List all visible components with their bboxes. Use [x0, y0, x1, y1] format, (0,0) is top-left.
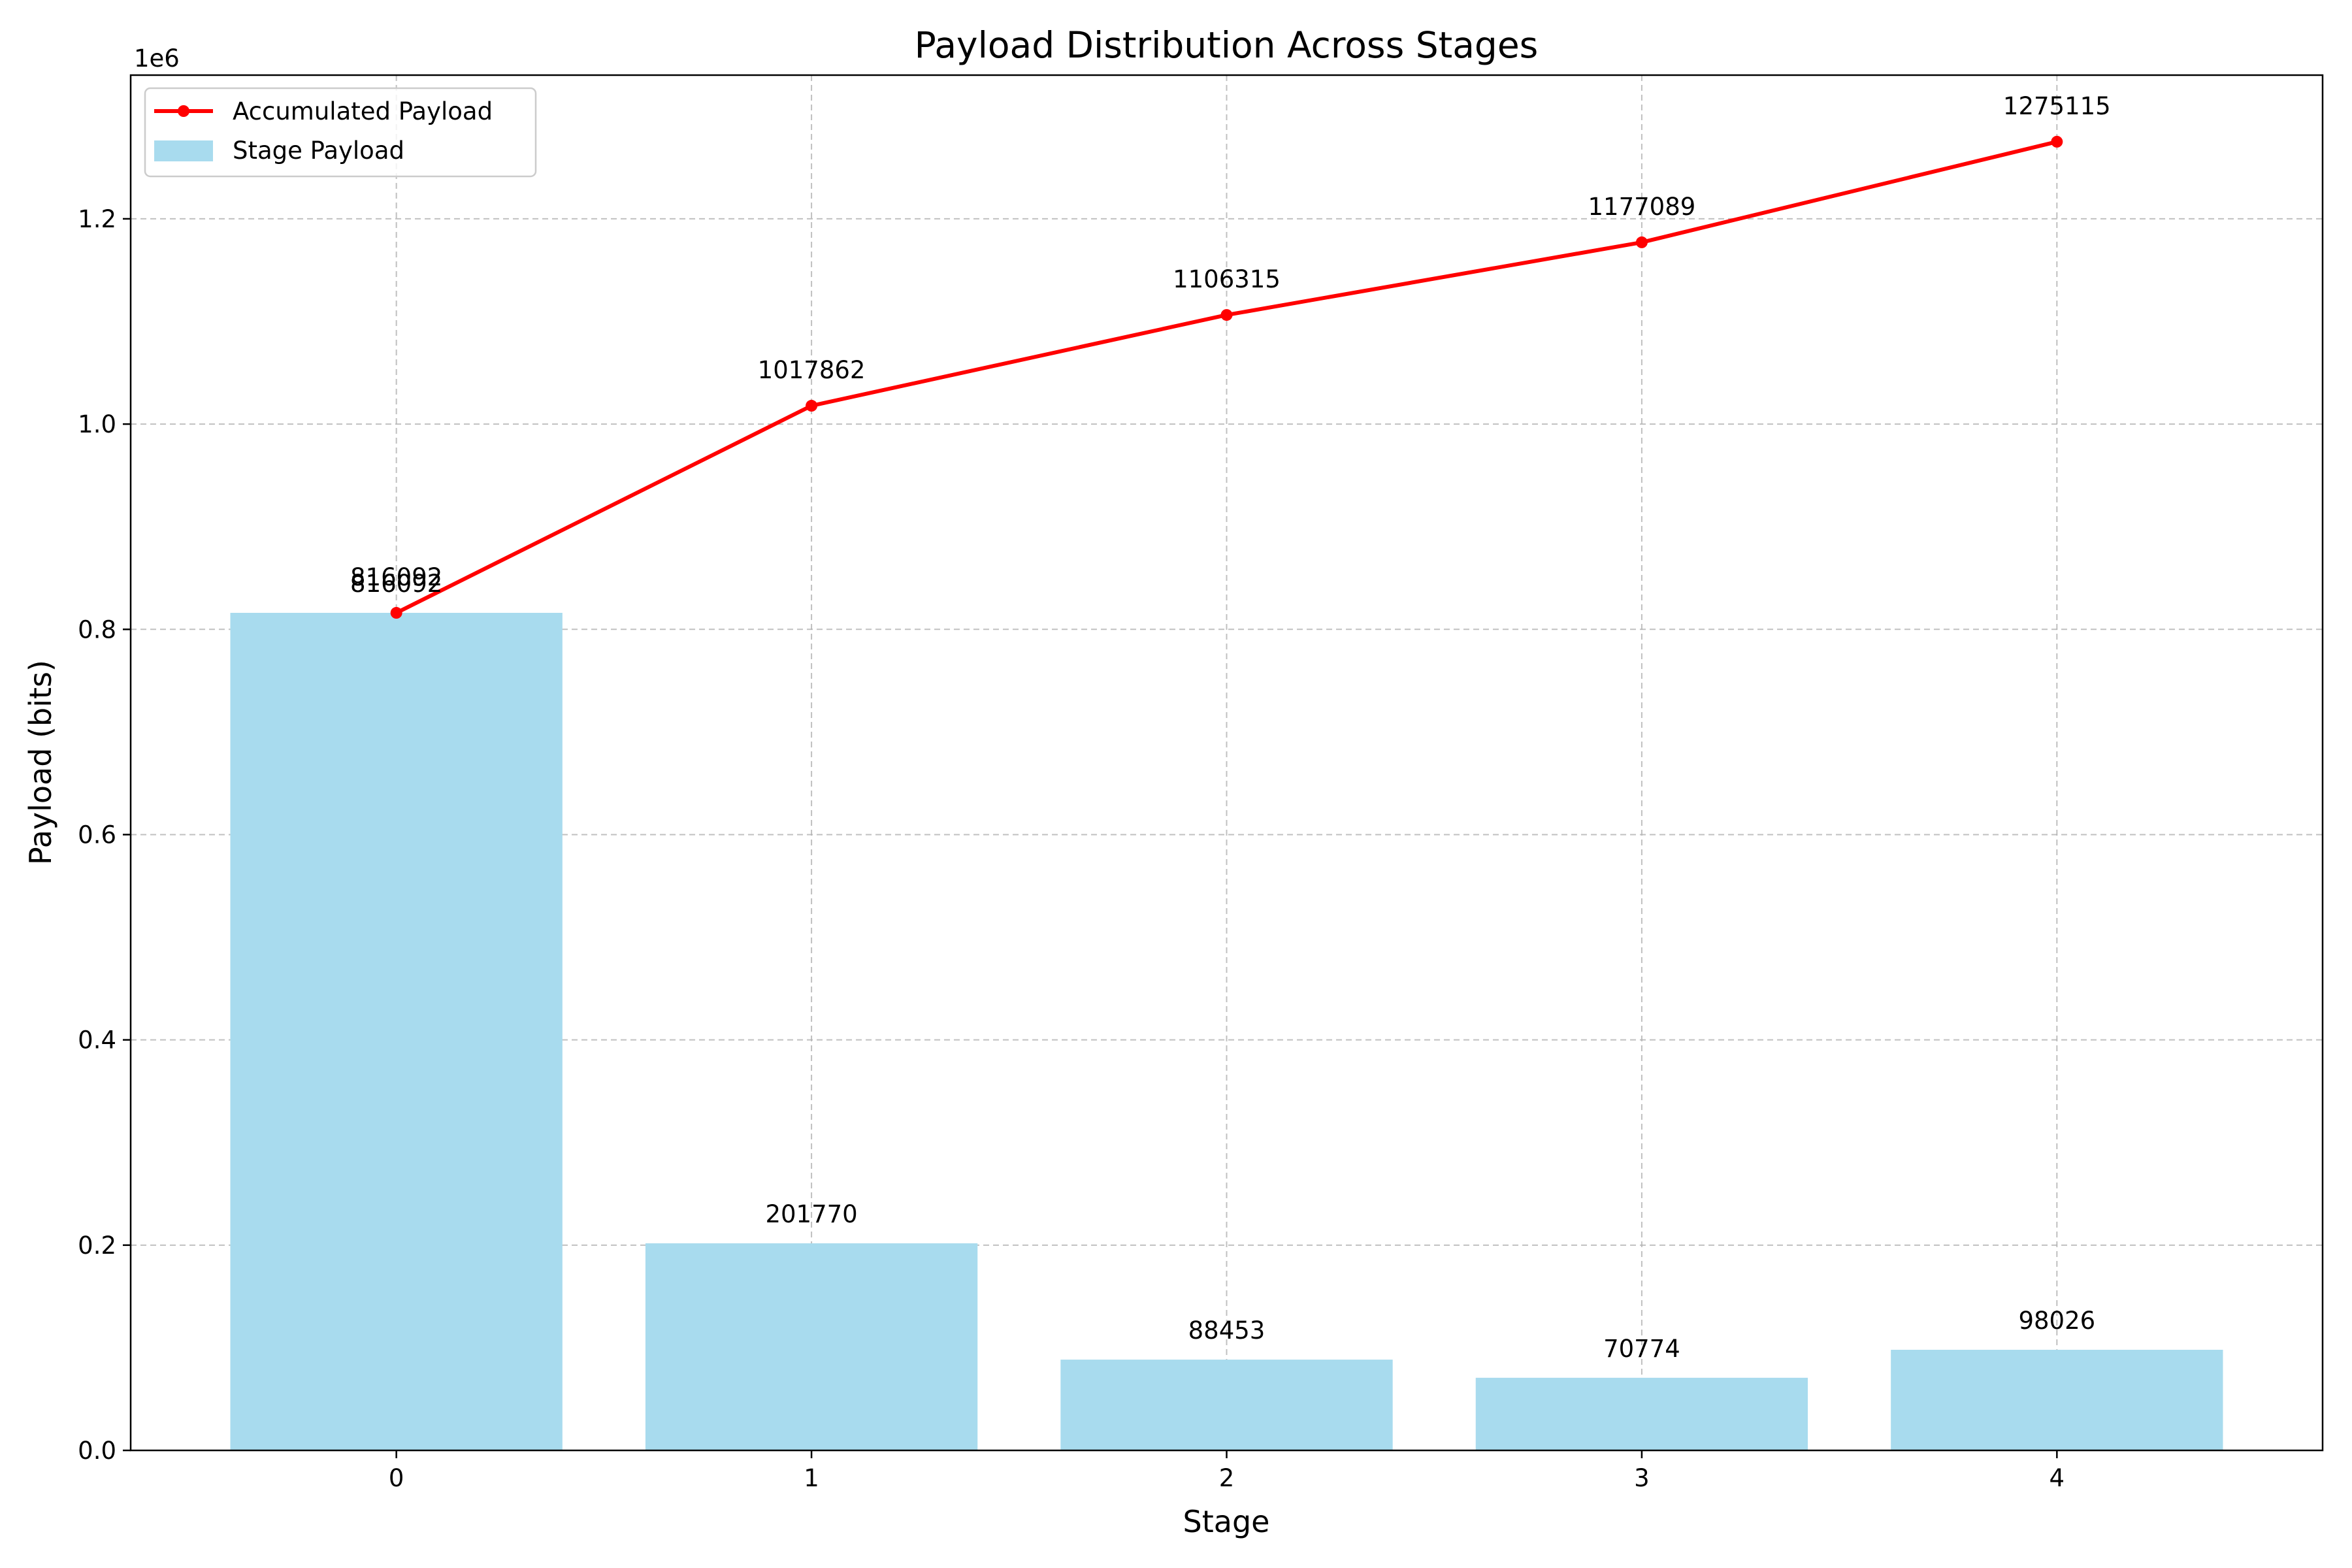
bar-value-label: 88453 [1188, 1316, 1266, 1345]
bar-layer [230, 613, 2223, 1450]
legend-line-marker [178, 105, 189, 117]
y-tick-label: 1.0 [78, 410, 116, 438]
legend-entry-stage: Stage Payload [233, 137, 404, 165]
bar-stage-2 [1060, 1360, 1393, 1450]
y-tick-label: 0.6 [78, 821, 116, 849]
y-axis-offset-label: 1e6 [134, 44, 180, 73]
x-axis-title: Stage [1183, 1504, 1270, 1539]
bar-value-label: 70774 [1603, 1335, 1680, 1363]
chart-title: Payload Distribution Across Stages [915, 24, 1539, 66]
accumulated-value-label: 1275115 [2003, 92, 2111, 120]
legend-bar-swatch [154, 140, 213, 161]
y-tick-label: 0.4 [78, 1026, 116, 1054]
accumulated-point [2051, 135, 2063, 148]
accumulated-point [1220, 309, 1233, 321]
line-layer [390, 135, 2063, 619]
accumulated-point [806, 400, 818, 412]
bar-value-label: 816092 [350, 570, 442, 598]
x-tick-label: 3 [1634, 1464, 1650, 1492]
bar-stage-3 [1475, 1377, 1808, 1450]
y-tick-label: 0.8 [78, 615, 116, 644]
accumulated-value-label: 1177089 [1588, 193, 1696, 221]
x-tick-label: 4 [2050, 1464, 2065, 1492]
legend-box [144, 87, 537, 178]
y-axis-title: Payload (bits) [23, 660, 58, 865]
bar-stage-1 [645, 1243, 978, 1450]
accumulated-value-label: 1106315 [1173, 265, 1281, 293]
x-tick-label: 1 [804, 1464, 819, 1492]
bar-value-label: 201770 [765, 1200, 857, 1228]
legend-entry-accumulated: Accumulated Payload [233, 97, 493, 125]
bar-stage-4 [1891, 1350, 2223, 1450]
data-label-layer: 816092 201770 88453 70774 98026 816092 1017862… [350, 92, 2111, 1363]
bar-stage-0 [230, 613, 563, 1450]
bar-value-label: 98026 [2018, 1307, 2095, 1335]
accumulated-point [1635, 236, 1648, 248]
y-tick-label: 0.2 [78, 1232, 116, 1260]
accumulated-value-label: 1017862 [758, 356, 866, 384]
y-tick-label: 0.0 [78, 1437, 116, 1465]
legend: Accumulated Payload Stage Payload [144, 87, 537, 178]
x-tick-label: 2 [1219, 1464, 1235, 1492]
accumulated-point [390, 607, 402, 619]
tick-layer: 0 1 2 3 4 0.0 0.2 0.4 0.6 0.8 1.0 1.2 [78, 205, 2065, 1492]
y-tick-label: 1.2 [78, 205, 116, 233]
x-tick-label: 0 [389, 1464, 404, 1492]
accumulated-value-label: 816092 [350, 563, 442, 591]
